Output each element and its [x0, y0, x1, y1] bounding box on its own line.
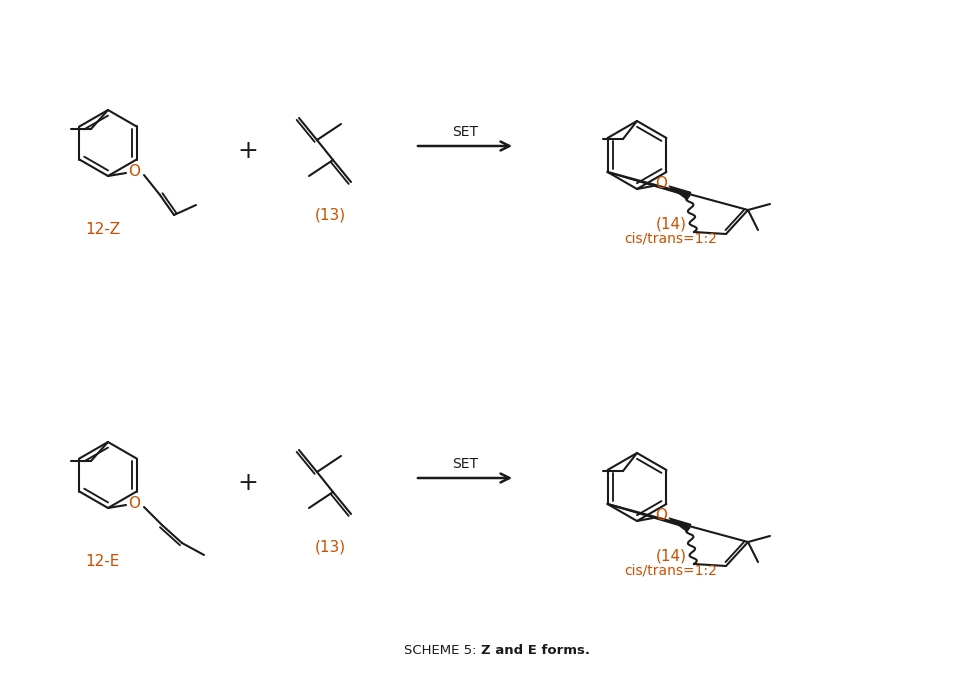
Text: +: +: [237, 139, 259, 163]
Text: O: O: [128, 164, 140, 179]
Text: 12-E: 12-E: [86, 554, 120, 569]
Text: Z and E forms.: Z and E forms.: [480, 644, 589, 657]
Text: +: +: [237, 471, 259, 495]
Text: SCHEME 5:: SCHEME 5:: [404, 644, 480, 657]
Text: SET: SET: [452, 125, 478, 139]
Text: (14): (14): [654, 548, 686, 563]
Text: O: O: [654, 177, 666, 192]
Text: (13): (13): [314, 207, 345, 223]
Text: cis/trans=1:2: cis/trans=1:2: [624, 564, 717, 578]
Text: SET: SET: [452, 457, 478, 471]
Text: (13): (13): [314, 539, 345, 554]
Text: cis/trans=1:2: cis/trans=1:2: [624, 232, 717, 246]
Text: 12-Z: 12-Z: [86, 221, 120, 236]
Polygon shape: [668, 186, 690, 200]
Text: O: O: [128, 495, 140, 510]
Text: (14): (14): [654, 216, 686, 232]
Polygon shape: [668, 518, 690, 532]
Text: O: O: [654, 508, 666, 523]
